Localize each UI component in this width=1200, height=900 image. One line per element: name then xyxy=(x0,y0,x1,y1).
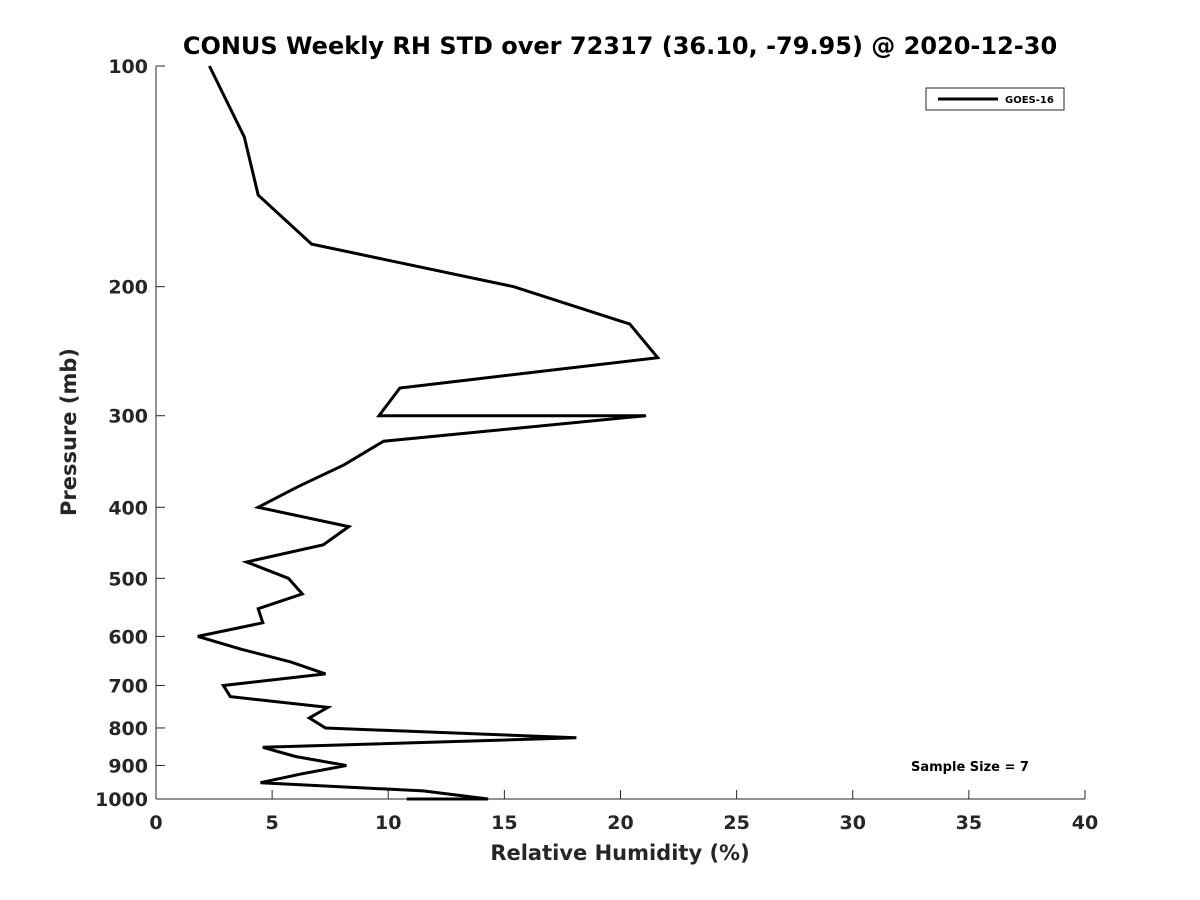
y-tick-label: 800 xyxy=(108,718,148,740)
x-tick-label: 20 xyxy=(607,812,633,834)
legend-label: GOES-16 xyxy=(1005,95,1054,106)
x-tick-label: 0 xyxy=(149,812,162,834)
series-line-goes-16 xyxy=(197,65,661,801)
y-tick-label: 1000 xyxy=(95,789,148,811)
y-tick-label: 700 xyxy=(108,675,148,697)
x-tick-label: 30 xyxy=(840,812,866,834)
y-tick-label: 600 xyxy=(108,626,148,648)
y-tick-label: 200 xyxy=(108,277,148,299)
x-tick-label: 10 xyxy=(375,812,401,834)
chart-title: CONUS Weekly RH STD over 72317 (36.10, -… xyxy=(183,32,1057,60)
x-tick-label: 15 xyxy=(491,812,517,834)
legend: GOES-16 xyxy=(925,87,1065,111)
y-tick-label: 900 xyxy=(108,755,148,777)
x-ticks: 0 5 10 15 20 25 30 35 40 xyxy=(149,790,1098,834)
x-tick-label: 35 xyxy=(956,812,982,834)
x-axis-label: Relative Humidity (%) xyxy=(490,841,749,865)
y-axis-label: Pressure (mb) xyxy=(57,348,81,516)
y-tick-label: 100 xyxy=(108,56,148,78)
y-ticks: 100 200 300 400 500 600 700 800 900 1000 xyxy=(95,56,165,811)
sample-size-annotation: Sample Size = 7 xyxy=(911,760,1029,775)
y-tick-label: 500 xyxy=(108,568,148,590)
y-tick-label: 300 xyxy=(108,406,148,428)
x-tick-label: 25 xyxy=(723,812,749,834)
y-tick-label: 400 xyxy=(108,497,148,519)
x-tick-label: 5 xyxy=(266,812,279,834)
x-tick-label: 40 xyxy=(1072,812,1098,834)
series-layer xyxy=(197,65,661,801)
